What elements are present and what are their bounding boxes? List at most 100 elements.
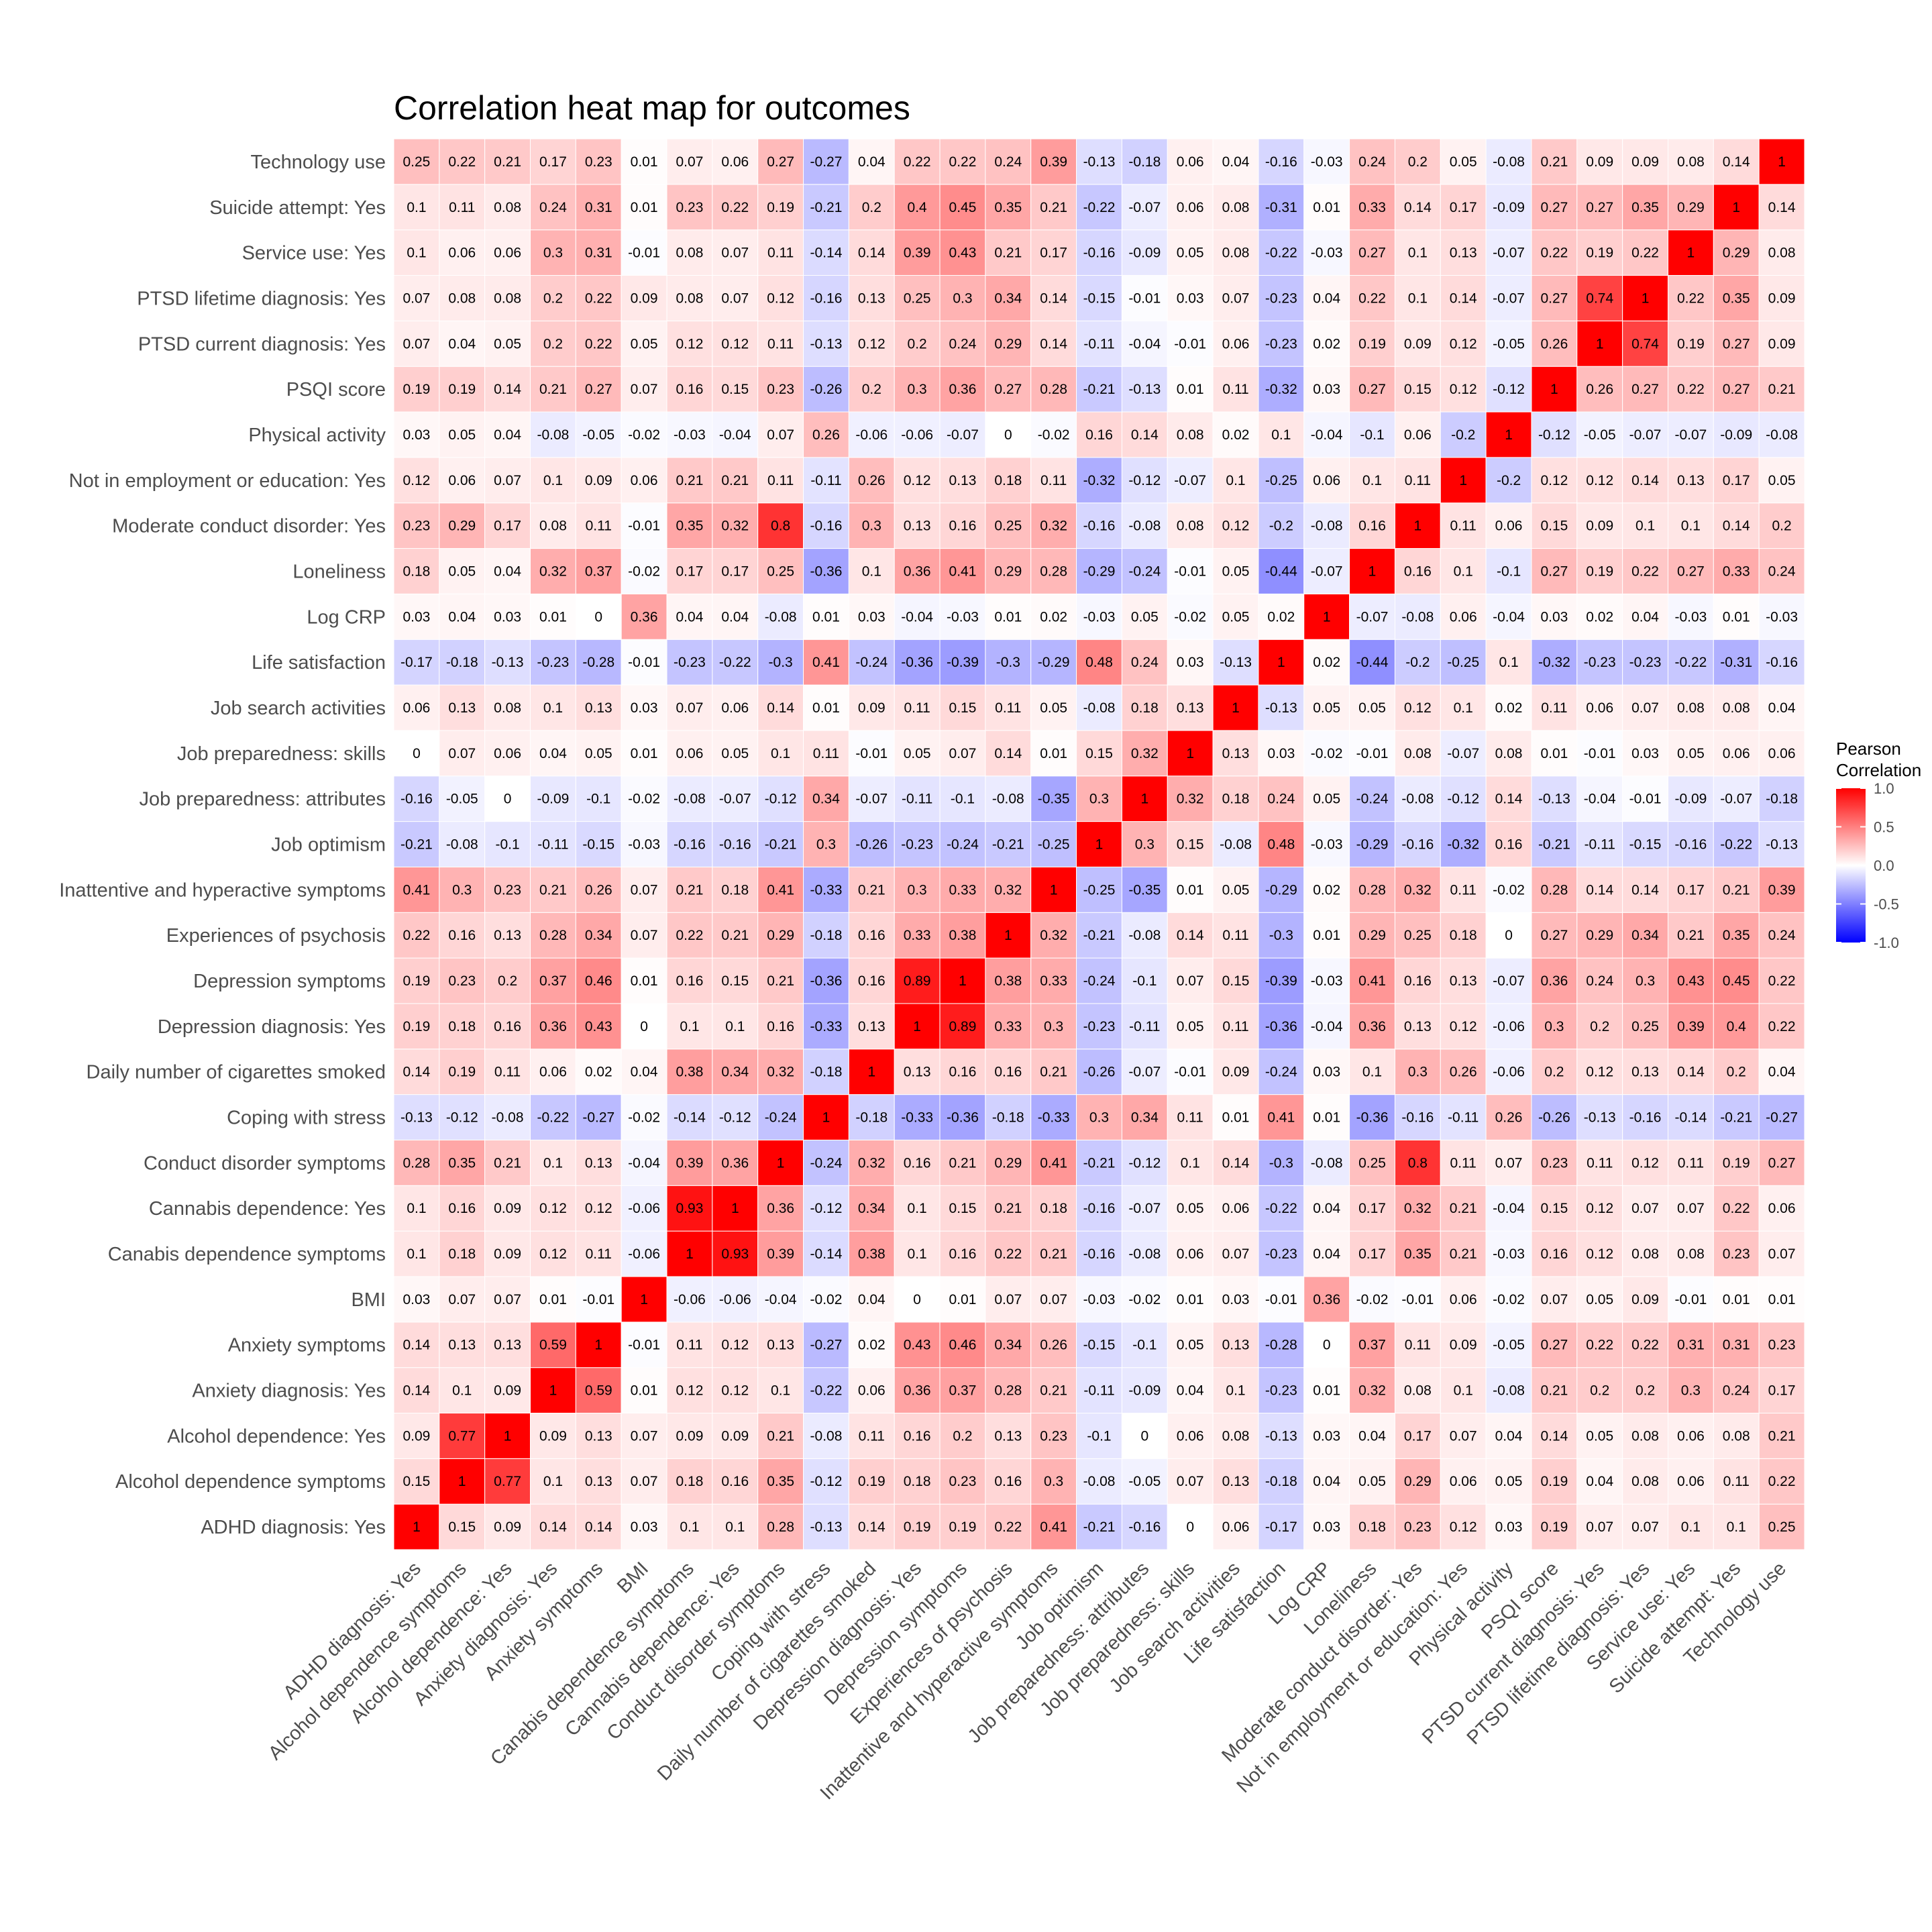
- heatmap-cell: [484, 1458, 531, 1505]
- heatmap-cell: [1303, 957, 1350, 1004]
- cell-value-label: 0.24: [1131, 655, 1159, 670]
- cell-value-label: -0.08: [492, 1110, 524, 1126]
- cell-value-label: 0.26: [858, 473, 885, 488]
- heatmap-cell: [985, 275, 1032, 321]
- cell-value-label: 0.24: [1586, 973, 1613, 989]
- heatmap-cell: [848, 457, 895, 504]
- cell-value-label: 0.11: [586, 1246, 612, 1262]
- heatmap-cell: [1121, 320, 1168, 367]
- heatmap-cell: [1622, 1094, 1668, 1140]
- cell-value-label: 0.07: [1631, 700, 1659, 716]
- cell-value-label: 0.4: [908, 200, 928, 215]
- heatmap-cell: [757, 1139, 804, 1186]
- cell-value-label: 0.14: [539, 1519, 567, 1535]
- cell-value-label: 0.38: [994, 973, 1022, 989]
- cell-value-label: 0.17: [676, 564, 704, 579]
- heatmap-cell: [985, 1185, 1032, 1232]
- heatmap-cell: [1394, 684, 1441, 731]
- cell-value-label: 0.14: [1040, 336, 1067, 352]
- heatmap-cell: [393, 229, 440, 276]
- cell-value-label: 0.31: [585, 200, 612, 215]
- cell-value-label: 0.36: [949, 382, 977, 397]
- cell-value-label: 0.06: [1222, 1519, 1250, 1535]
- heatmap-cell: [985, 1503, 1032, 1550]
- cell-value-label: 0.13: [494, 928, 521, 943]
- cell-value-label: -0.07: [1174, 473, 1206, 488]
- cell-value-label: -0.3: [769, 655, 793, 670]
- heatmap-cell: [757, 821, 804, 867]
- cell-value-label: 0.03: [402, 1292, 430, 1307]
- cell-value-label: 0.22: [1631, 246, 1659, 261]
- heatmap-cell: [1258, 1458, 1305, 1505]
- cell-value-label: 0.24: [1723, 1383, 1750, 1399]
- cell-value-label: 0.2: [1590, 1019, 1609, 1034]
- heatmap-cell: [1667, 457, 1714, 504]
- cell-value-label: -0.03: [947, 609, 979, 625]
- cell-value-label: 0.04: [1177, 1383, 1204, 1399]
- cell-value-label: -0.11: [902, 792, 932, 807]
- heatmap-cell: [1758, 184, 1805, 231]
- cell-value-label: 0.19: [1358, 336, 1386, 352]
- heatmap-cell: [1758, 821, 1805, 867]
- cell-value-label: 0.16: [1085, 427, 1113, 443]
- cell-value-label: 0.1: [771, 1383, 790, 1399]
- y-tick-label: ADHD diagnosis: Yes: [201, 1517, 386, 1538]
- cell-value-label: -0.21: [400, 837, 433, 853]
- cell-value-label: 0.18: [1222, 792, 1250, 807]
- cell-value-label: 0.29: [994, 1155, 1022, 1171]
- cell-value-label: -0.04: [719, 427, 751, 443]
- cell-value-label: 0.01: [1177, 882, 1204, 898]
- cell-value-label: 0.12: [402, 473, 430, 488]
- cell-value-label: -0.23: [1265, 336, 1297, 352]
- heatmap-cell: [757, 320, 804, 367]
- heatmap-cell: [939, 1139, 986, 1186]
- cell-value-label: -0.16: [1128, 1519, 1161, 1535]
- cell-value-label: 0.32: [1040, 519, 1067, 534]
- heatmap-cell: [1667, 1094, 1714, 1140]
- heatmap-cell: [985, 457, 1032, 504]
- cell-value-label: 0.43: [1677, 973, 1705, 989]
- heatmap-cell: [757, 866, 804, 913]
- heatmap-cell: [530, 1276, 576, 1323]
- heatmap-cell: [1349, 1276, 1395, 1323]
- cell-value-label: 0.14: [1177, 928, 1204, 943]
- cell-value-label: -0.16: [1629, 1110, 1662, 1126]
- cell-value-label: 0.26: [1040, 1338, 1067, 1353]
- heatmap-cell: [439, 1230, 486, 1277]
- cell-value-label: 1: [1050, 882, 1058, 898]
- heatmap-cell: [1576, 775, 1623, 822]
- heatmap-cell: [985, 320, 1032, 367]
- heatmap-cell: [393, 138, 440, 185]
- cell-value-label: -0.08: [537, 427, 570, 443]
- heatmap-cell: [1394, 775, 1441, 822]
- heatmap-cell: [712, 1412, 759, 1459]
- cell-value-label: 0.1: [452, 1383, 472, 1399]
- cell-value-label: -0.16: [1401, 1110, 1434, 1126]
- heatmap-cell: [1349, 1367, 1395, 1413]
- heatmap-cell: [894, 184, 941, 231]
- cell-value-label: 0.22: [1677, 290, 1705, 306]
- cell-value-label: 1: [458, 1474, 466, 1489]
- cell-value-label: -0.13: [1265, 700, 1297, 716]
- cell-value-label: 0.23: [1768, 1338, 1796, 1353]
- cell-value-label: 0.06: [1222, 336, 1250, 352]
- heatmap-cell: [1667, 320, 1714, 367]
- heatmap-cell: [894, 502, 941, 549]
- heatmap-cell: [1030, 1139, 1077, 1186]
- heatmap-cell: [1121, 184, 1168, 231]
- heatmap-cell: [575, 957, 622, 1004]
- heatmap-cell: [1576, 1094, 1623, 1140]
- heatmap-cell: [1622, 548, 1668, 594]
- cell-value-label: 0.04: [494, 427, 521, 443]
- heatmap-cell: [621, 1230, 667, 1277]
- cell-value-label: 0.03: [1495, 1519, 1523, 1535]
- legend-tick-label: -1.0: [1874, 934, 1899, 951]
- heatmap-cell: [1076, 1003, 1122, 1050]
- cell-value-label: 0.09: [1586, 519, 1613, 534]
- heatmap-cell: [484, 1049, 531, 1095]
- cell-value-label: 0.32: [1040, 928, 1067, 943]
- cell-value-label: -0.22: [810, 1383, 843, 1399]
- cell-value-label: -0.12: [810, 1474, 843, 1489]
- cell-value-label: 0.13: [994, 1428, 1022, 1444]
- heatmap-cell: [803, 684, 849, 731]
